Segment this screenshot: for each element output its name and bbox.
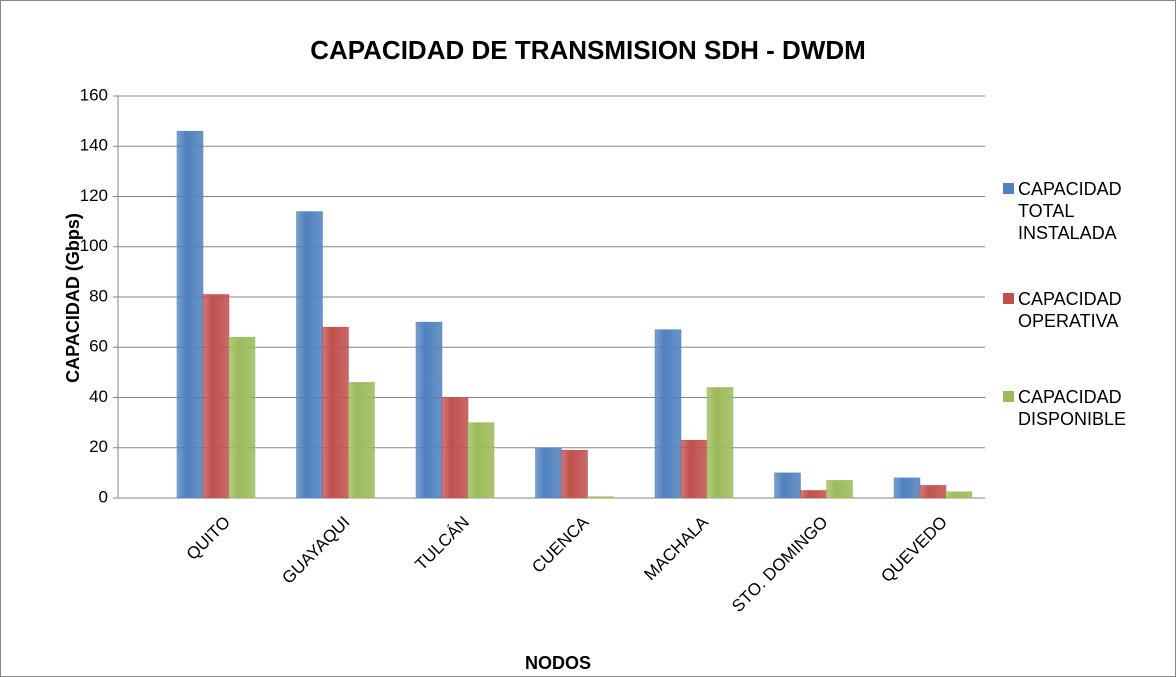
bar [774, 472, 801, 499]
y-tick-label: 20 [89, 437, 108, 456]
bar [441, 397, 469, 499]
y-tick-label: 100 [80, 236, 108, 255]
y-tick-label: 160 [80, 85, 108, 104]
bar [893, 477, 921, 499]
x-axis-label: NODOS [525, 653, 591, 673]
y-axis-label: CAPACIDAD (Gbps) [63, 213, 83, 383]
bar [228, 336, 256, 499]
legend-label: CAPACIDAD OPERATIVA [1018, 289, 1122, 331]
bar [945, 491, 973, 499]
y-tick-label: 40 [89, 387, 108, 406]
legend-label: CAPACIDAD TOTAL INSTALADA [1018, 179, 1122, 243]
y-tick-label: 120 [80, 186, 108, 205]
bar [561, 450, 588, 499]
legend-swatch [1003, 293, 1014, 304]
y-tick-label: 140 [80, 136, 108, 155]
bar [415, 321, 443, 499]
y-tick-label: 80 [89, 286, 108, 305]
bar [535, 447, 562, 499]
bar [654, 329, 682, 499]
bar [467, 422, 495, 499]
bar [680, 439, 708, 499]
legend-swatch [1003, 391, 1014, 402]
bar [176, 130, 204, 499]
legend-label: CAPACIDAD DISPONIBLE [1018, 387, 1127, 429]
y-tick-label: 0 [99, 487, 108, 506]
bar [919, 485, 947, 499]
bar [322, 326, 349, 499]
bar [296, 211, 323, 499]
bar [800, 490, 827, 499]
bar [706, 387, 734, 499]
bar [826, 480, 853, 499]
chart-title: CAPACIDAD DE TRANSMISION SDH - DWDM [310, 35, 866, 65]
bar [202, 294, 230, 499]
bar [348, 382, 375, 499]
legend-swatch [1003, 183, 1014, 194]
bar [587, 496, 614, 499]
y-tick-label: 60 [89, 337, 108, 356]
